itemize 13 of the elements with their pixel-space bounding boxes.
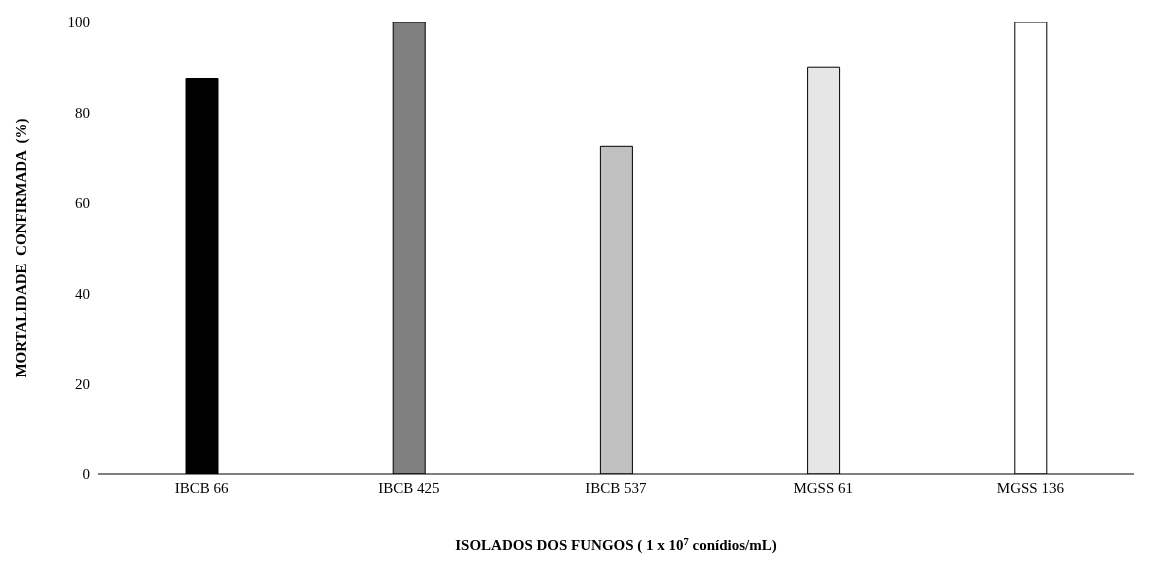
y-tick-label: 20 [75, 375, 90, 392]
y-tick-label: 80 [75, 104, 90, 121]
y-tick-label: 60 [75, 195, 90, 212]
x-axis-title: ISOLADOS DOS FUNGOS ( 1 x 10$^{7}$ conídios/mL) [455, 535, 777, 554]
x-tick-label: MGSS 61 [793, 479, 853, 496]
x-tick-label: MGSS 136 [996, 479, 1065, 496]
x-tick-label: IBCB 66 [174, 479, 229, 496]
y-tick-label: 0 [82, 466, 90, 483]
y-tick-label: 100 [67, 14, 90, 31]
y-tick-label: 40 [75, 285, 90, 302]
y-axis-title: MORTALIDADE CONFIRMADA (%) [13, 118, 30, 378]
x-tick-label: IBCB 425 [378, 479, 440, 496]
x-tick-label: IBCB 537 [585, 479, 648, 496]
